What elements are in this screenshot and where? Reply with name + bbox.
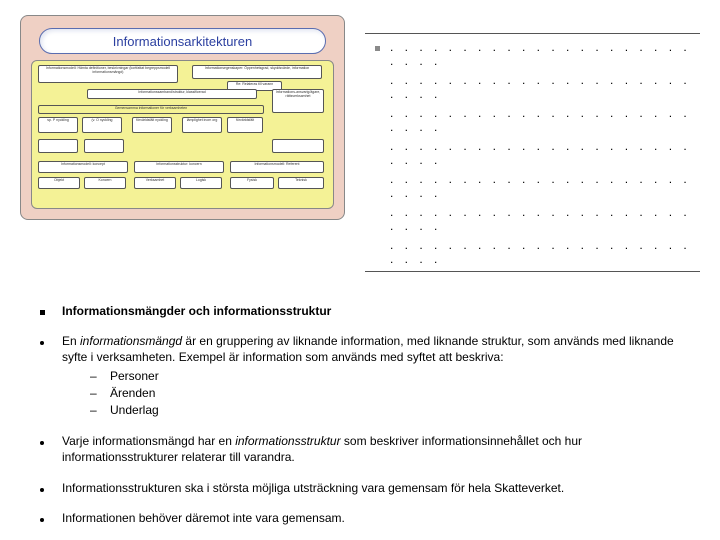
diagram-block: Fysisk bbox=[230, 177, 274, 189]
notes-area: . . . . . . . . . . . . . . . . . . . . … bbox=[365, 15, 700, 278]
diagram-block: (v. O nyckling bbox=[82, 117, 122, 133]
text-fragment: En bbox=[62, 334, 80, 348]
architecture-diagram: Informationsarkitekturen Informationsmod… bbox=[20, 15, 345, 220]
diagram-block bbox=[84, 139, 124, 153]
diagram-block bbox=[272, 139, 324, 153]
notes-line: . . . . . . . . . . . . . . . . . . . . … bbox=[365, 40, 700, 68]
notes-rule-bottom bbox=[365, 271, 700, 272]
sublist-item: –Underlag bbox=[90, 402, 680, 418]
dotted-leader: . . . . . . . . . . . . . . . . . . . . … bbox=[390, 139, 700, 167]
diagram-block: Informations-ansvarig/ägare, rättsverksa… bbox=[272, 89, 324, 113]
notes-rule-top bbox=[365, 33, 700, 34]
dotted-leader: . . . . . . . . . . . . . . . . . . . . … bbox=[390, 238, 700, 266]
list-item: Varje informationsmängd har en informati… bbox=[40, 433, 680, 465]
dotted-leader: . . . . . . . . . . . . . . . . . . . . … bbox=[390, 106, 700, 134]
diagram-block bbox=[38, 139, 78, 153]
notes-line: . . . . . . . . . . . . . . . . . . . . … bbox=[365, 205, 700, 233]
dash-icon: – bbox=[90, 368, 110, 384]
diagram-title: Informationsarkitekturen bbox=[39, 28, 326, 54]
text-fragment: Varje informationsmängd har en bbox=[62, 434, 235, 448]
diagram-block: Verksamhet bbox=[134, 177, 176, 189]
notes-line: . . . . . . . . . . . . . . . . . . . . … bbox=[365, 172, 700, 200]
diagram-block: Informationsmodell: Hämta definitioner, … bbox=[38, 65, 178, 83]
dotted-leader: . . . . . . . . . . . . . . . . . . . . … bbox=[390, 172, 700, 200]
dotted-leader: . . . . . . . . . . . . . . . . . . . . … bbox=[390, 40, 700, 68]
round-bullet-icon bbox=[40, 518, 44, 522]
diagram-body: Informationsmodell: Hämta definitioner, … bbox=[31, 60, 334, 209]
content-list: Informationsmängder och informationsstru… bbox=[0, 288, 720, 526]
square-bullet-icon bbox=[40, 310, 45, 315]
notes-bullet-icon bbox=[375, 46, 380, 51]
dash-icon: – bbox=[90, 402, 110, 418]
list-item: En informationsmängd är en gruppering av… bbox=[40, 333, 680, 419]
notes-line: . . . . . . . . . . . . . . . . . . . . … bbox=[365, 238, 700, 266]
sublist-label: Underlag bbox=[110, 402, 159, 418]
text-emphasis: informationsstruktur bbox=[235, 434, 340, 448]
list-item: Informationsstrukturen ska i största möj… bbox=[40, 480, 680, 496]
paragraph-text: Informationsstrukturen ska i största möj… bbox=[62, 480, 680, 496]
dotted-leader: . . . . . . . . . . . . . . . . . . . . … bbox=[390, 205, 700, 233]
diagram-block: Informationsstruktur: koncern bbox=[134, 161, 224, 173]
diagram-block: förvärldsfält bbox=[227, 117, 263, 133]
round-bullet-icon bbox=[40, 341, 44, 345]
diagram-block: Logisk bbox=[180, 177, 222, 189]
heading-text: Informationsmängder och informationsstru… bbox=[62, 304, 331, 318]
dash-icon: – bbox=[90, 385, 110, 401]
diagram-block: sp. P nyckling bbox=[38, 117, 78, 133]
sublist-item: –Ärenden bbox=[90, 385, 680, 401]
diagram-block: Teknisk bbox=[278, 177, 324, 189]
sublist-label: Ärenden bbox=[110, 385, 155, 401]
text-emphasis: informationsmängd bbox=[80, 334, 182, 348]
diagram-block: Informationsmodell: koncept bbox=[38, 161, 128, 173]
round-bullet-icon bbox=[40, 488, 44, 492]
diagram-block: Objekt bbox=[38, 177, 80, 189]
notes-line: . . . . . . . . . . . . . . . . . . . . … bbox=[365, 73, 700, 101]
diagram-block: Informationssamband/struktur, klassifice… bbox=[87, 89, 257, 99]
list-item-heading: Informationsmängder och informationsstru… bbox=[40, 303, 680, 319]
paragraph-text: Informationen behöver däremot inte vara … bbox=[62, 510, 680, 526]
round-bullet-icon bbox=[40, 441, 44, 445]
list-item: Informationen behöver däremot inte vara … bbox=[40, 510, 680, 526]
diagram-block: Informationsmodell: Referent bbox=[230, 161, 324, 173]
sublist-item: –Personer bbox=[90, 368, 680, 384]
diagram-block: förvärldsfält nyckling bbox=[132, 117, 172, 133]
sublist-label: Personer bbox=[110, 368, 159, 384]
notes-line: . . . . . . . . . . . . . . . . . . . . … bbox=[365, 139, 700, 167]
dotted-leader: . . . . . . . . . . . . . . . . . . . . … bbox=[390, 73, 700, 101]
diagram-block: Informationsegenskaper: Öppenhetsgrad, s… bbox=[192, 65, 322, 79]
diagram-block: Koncern bbox=[84, 177, 126, 189]
notes-line: . . . . . . . . . . . . . . . . . . . . … bbox=[365, 106, 700, 134]
diagram-block: lämplighet inom org bbox=[182, 117, 222, 133]
diagram-block: Gemensamma informationer för verksamhete… bbox=[38, 105, 264, 114]
sublist: –Personer –Ärenden –Underlag bbox=[62, 368, 680, 419]
